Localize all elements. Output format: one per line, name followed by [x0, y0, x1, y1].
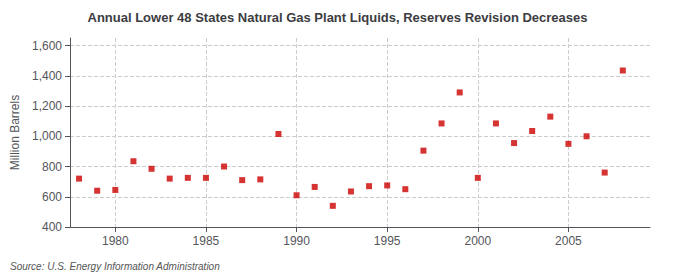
svg-text:1995: 1995 — [374, 234, 401, 248]
svg-text:Source: U.S. Energy Informatio: Source: U.S. Energy Information Administ… — [10, 261, 220, 272]
svg-text:1,600: 1,600 — [32, 39, 62, 53]
svg-text:2000: 2000 — [464, 234, 491, 248]
svg-text:600: 600 — [42, 190, 62, 204]
svg-text:800: 800 — [42, 160, 62, 174]
svg-text:Million Barrels: Million Barrels — [8, 95, 22, 170]
svg-text:1,200: 1,200 — [32, 99, 62, 113]
svg-text:1980: 1980 — [102, 234, 129, 248]
svg-text:Annual Lower 48 States Natural: Annual Lower 48 States Natural Gas Plant… — [88, 10, 588, 25]
svg-text:1985: 1985 — [193, 234, 220, 248]
svg-text:1,000: 1,000 — [32, 129, 62, 143]
svg-text:2005: 2005 — [555, 234, 582, 248]
svg-text:1,400: 1,400 — [32, 69, 62, 83]
svg-text:400: 400 — [42, 220, 62, 234]
svg-text:1990: 1990 — [283, 234, 310, 248]
